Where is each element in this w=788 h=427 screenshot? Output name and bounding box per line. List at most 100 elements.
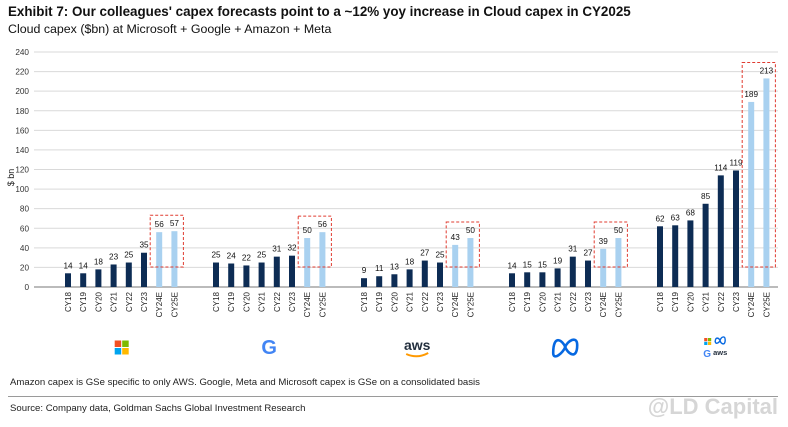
x-tick-label: CY22	[125, 291, 134, 312]
bar	[213, 262, 219, 287]
x-tick-label: CY24E	[599, 292, 608, 317]
x-tick-label: CY21	[110, 291, 119, 312]
x-tick-label: CY20	[538, 291, 547, 312]
data-label: 25	[435, 251, 445, 260]
capex-bar-chart: 0 20 40 60 80 100 120 140 160 180 200 220 240 $ bn 14 C…	[6, 48, 778, 360]
data-label: 14	[79, 261, 89, 270]
bar	[687, 220, 694, 287]
data-label: 14	[507, 261, 517, 270]
data-label: 63	[671, 213, 681, 222]
microsoft-logo-square	[114, 340, 122, 347]
bar	[539, 272, 546, 287]
microsoft-mini-logo	[708, 338, 712, 342]
data-label: 23	[109, 252, 119, 261]
x-tick-label: CY19	[375, 291, 384, 312]
bar	[733, 170, 739, 287]
x-tick-label: CY23	[732, 291, 741, 312]
y-tick-label: 240	[15, 48, 29, 57]
x-tick-label: CY19	[227, 291, 236, 312]
x-tick-label: CY22	[717, 291, 726, 312]
data-label: 62	[655, 214, 665, 223]
y-axis-label: $ bn	[6, 169, 16, 187]
estimate-highlight-box	[593, 221, 628, 268]
y-tick-label: 120	[15, 166, 29, 175]
data-label: 68	[686, 208, 696, 217]
x-tick-label: CY18	[656, 291, 665, 312]
bar	[156, 232, 163, 287]
data-label: 27	[583, 249, 593, 258]
x-tick-label: CY22	[421, 291, 430, 312]
data-label: 85	[701, 192, 711, 201]
data-label: 43	[451, 233, 461, 242]
bar	[258, 262, 265, 287]
meta-logo	[551, 338, 579, 358]
bar	[65, 273, 71, 287]
divider	[8, 396, 778, 397]
x-tick-label: CY23	[584, 291, 593, 312]
microsoft-logo-square	[114, 348, 122, 355]
microsoft-logo-square	[122, 348, 129, 355]
x-tick-label: CY18	[508, 291, 517, 312]
estimate-highlight-box	[297, 215, 332, 268]
microsoft-mini-logo	[708, 341, 712, 345]
microsoft-logo-square	[122, 340, 129, 347]
x-tick-label: CY21	[406, 291, 415, 312]
bar	[554, 268, 561, 287]
data-label: 32	[287, 244, 297, 253]
x-tick-label: CY20	[686, 291, 695, 312]
bar	[391, 274, 398, 287]
data-label: 14	[63, 261, 73, 270]
data-label: 189	[744, 90, 758, 99]
data-label: 57	[170, 219, 180, 228]
y-tick-label: 180	[15, 107, 29, 116]
x-tick-label: CY18	[212, 291, 221, 312]
chart-subtitle: Cloud capex ($bn) at Microsoft + Google …	[8, 22, 332, 36]
bar	[657, 226, 663, 287]
data-label: 25	[124, 251, 134, 260]
x-tick-label: CY25E	[762, 292, 771, 317]
meta-mini-logo	[714, 336, 726, 345]
data-label: 18	[405, 257, 415, 266]
watermark: @LD Capital	[647, 394, 778, 419]
x-tick-label: CY20	[242, 291, 251, 312]
y-tick-label: 140	[15, 146, 29, 155]
data-label: 50	[466, 226, 476, 235]
x-tick-label: CY25E	[318, 292, 327, 317]
y-tick-label: 40	[20, 244, 30, 253]
data-label: 13	[390, 262, 400, 271]
bar	[228, 263, 235, 287]
x-tick-label: CY23	[288, 291, 297, 312]
data-label: 9	[362, 266, 367, 275]
y-tick-label: 60	[20, 224, 30, 233]
x-tick-label: CY19	[79, 291, 88, 312]
x-tick-label: CY20	[94, 291, 103, 312]
y-tick-label: 0	[24, 283, 29, 292]
x-tick-label: CY23	[436, 291, 445, 312]
data-label: 31	[568, 245, 578, 254]
bar	[110, 264, 117, 287]
data-label: 213	[760, 66, 774, 75]
bar	[95, 269, 102, 287]
source-line: Source: Company data, Goldman Sachs Glob…	[10, 403, 306, 414]
data-label: 19	[553, 256, 563, 265]
data-label: 56	[318, 220, 328, 229]
data-label: 24	[227, 252, 237, 261]
data-label: 50	[303, 226, 313, 235]
x-tick-label: CY25E	[466, 292, 475, 317]
aws-mini-logo: aws	[713, 348, 727, 357]
bar	[600, 248, 607, 287]
data-label: 25	[211, 251, 221, 260]
bar	[406, 269, 413, 287]
bar	[376, 276, 383, 287]
bar	[80, 273, 87, 287]
bar	[289, 255, 295, 287]
bar	[243, 265, 250, 287]
bar	[125, 262, 132, 287]
x-tick-label: CY22	[273, 291, 282, 312]
y-tick-label: 80	[20, 205, 30, 214]
x-tick-label: CY24E	[155, 292, 164, 317]
data-label: 39	[599, 237, 609, 246]
x-tick-label: CY21	[258, 291, 267, 312]
estimate-highlight-box	[149, 214, 184, 268]
x-tick-label: CY25E	[614, 292, 623, 317]
